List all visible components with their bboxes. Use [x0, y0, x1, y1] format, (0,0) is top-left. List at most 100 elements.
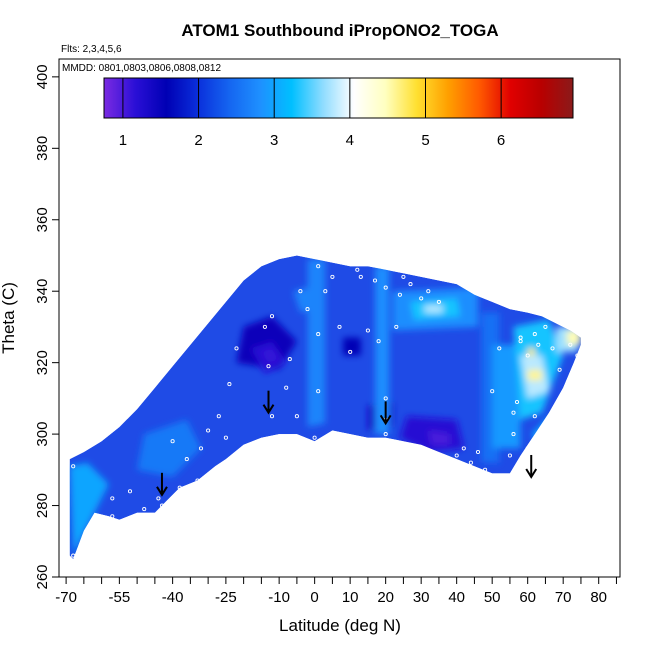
- observation-point: [419, 296, 424, 301]
- observation-point: [468, 460, 473, 465]
- x-axis: [59, 576, 620, 584]
- observation-point: [557, 367, 562, 372]
- colorbar-tick-label: 5: [421, 132, 429, 149]
- observation-point: [337, 324, 342, 329]
- observation-point: [536, 342, 541, 347]
- y-tick-label: 320: [34, 350, 51, 375]
- field-patch: [261, 348, 280, 363]
- observation-point: [323, 289, 328, 294]
- field-patch: [492, 344, 521, 449]
- observation-point: [184, 457, 189, 462]
- observation-point: [142, 507, 147, 512]
- observation-point: [227, 382, 232, 387]
- observation-point: [454, 453, 459, 458]
- observation-point: [532, 332, 537, 337]
- observation-point: [294, 414, 299, 419]
- observation-point: [511, 432, 516, 437]
- observation-point: [546, 421, 552, 426]
- observation-point: [71, 553, 76, 558]
- x-tick-label: -10: [268, 589, 290, 606]
- field-patch: [527, 348, 535, 356]
- colorbar-tick-label: 3: [270, 132, 278, 149]
- observation-point: [266, 364, 271, 369]
- observation-point: [511, 410, 516, 415]
- observation-point: [383, 396, 388, 401]
- observation-point: [305, 307, 310, 312]
- arrow-head: [379, 414, 392, 426]
- colorbar-tick-label: 6: [497, 132, 505, 149]
- observation-point: [177, 489, 182, 494]
- field-patch: [428, 430, 450, 445]
- observation-point: [507, 453, 512, 458]
- observation-point: [582, 335, 587, 340]
- observation-point: [316, 389, 321, 394]
- flights-annotation: Flts: 2,3,4,5,6: [61, 44, 122, 55]
- observation-point: [532, 414, 537, 419]
- observation-point: [475, 449, 481, 455]
- observation-point: [159, 503, 165, 508]
- observation-point: [561, 407, 566, 412]
- observation-point: [543, 324, 548, 329]
- observation-point: [284, 385, 289, 390]
- field-patch: [137, 419, 201, 477]
- observation-point: [568, 342, 573, 347]
- observation-point: [170, 439, 175, 444]
- observation-point: [426, 289, 431, 294]
- chart-title: ATOM1 Southbound iPropONO2_TOGA: [181, 21, 498, 40]
- colorbar-gradient: [103, 77, 574, 119]
- colorbar-tick-label: 2: [194, 132, 202, 149]
- observation-point: [312, 435, 317, 440]
- observation-point: [483, 467, 488, 472]
- field-patch: [424, 305, 443, 313]
- x-tick-label: -70: [55, 589, 77, 606]
- x-tick-label: 0: [310, 589, 318, 606]
- y-tick-label: 280: [34, 493, 51, 518]
- observation-point: [206, 428, 211, 433]
- arrow-marker: [525, 454, 538, 479]
- observation-point: [213, 482, 218, 487]
- x-tick-label: 50: [484, 589, 501, 606]
- observation-point: [408, 282, 413, 287]
- x-tick-label: 80: [590, 589, 607, 606]
- y-tick-label: 400: [34, 64, 51, 89]
- observation-point: [316, 264, 321, 269]
- arrow-head: [156, 486, 168, 497]
- x-tick-label: 10: [342, 589, 359, 606]
- observation-point: [216, 414, 221, 419]
- observation-point: [401, 274, 406, 279]
- observation-point: [223, 435, 228, 440]
- observation-point: [234, 346, 239, 351]
- observation-point: [358, 274, 363, 279]
- y-axis-title: Theta (C): [0, 282, 18, 354]
- observation-point: [518, 339, 523, 344]
- observation-point: [383, 285, 388, 290]
- observation-point: [585, 346, 591, 351]
- observation-point: [316, 332, 321, 337]
- observation-point: [198, 446, 204, 451]
- arrow-marker: [262, 390, 275, 415]
- observation-point: [394, 324, 399, 329]
- arrow-marker: [379, 401, 392, 426]
- observation-point: [397, 292, 402, 297]
- colorbar: 1 2 3 4 5 6: [103, 77, 574, 149]
- y-tick-label: 260: [34, 564, 51, 589]
- observation-point: [525, 446, 530, 451]
- x-tick-label: -25: [215, 589, 237, 606]
- arrow-markers: [156, 390, 538, 497]
- dates-annotation: MMDD: 0801,0803,0806,0808,0812: [62, 63, 221, 74]
- observation-point: [269, 314, 275, 319]
- observation-point: [461, 446, 466, 451]
- observation-point: [376, 339, 381, 344]
- colorbar-tick-label: 1: [119, 132, 127, 149]
- observation-point: [330, 274, 335, 279]
- field-patch: [69, 462, 109, 556]
- y-tick-label: 360: [34, 207, 51, 232]
- field-patch: [527, 369, 542, 381]
- x-tick-label: 40: [448, 589, 465, 606]
- observation-point: [110, 514, 115, 519]
- observation-point: [298, 289, 303, 294]
- observation-point: [383, 432, 388, 437]
- field-patch: [375, 266, 390, 435]
- arrow-head: [525, 468, 538, 479]
- observation-point: [262, 324, 267, 329]
